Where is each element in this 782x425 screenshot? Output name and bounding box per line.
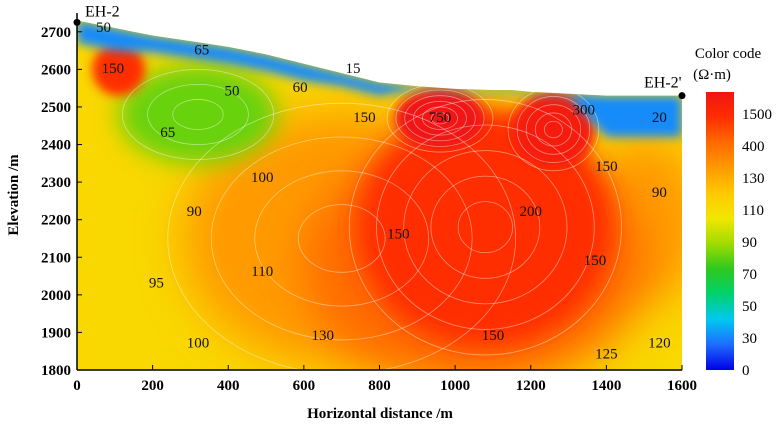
- contour-label: 150: [584, 253, 607, 269]
- contour-line: [543, 120, 563, 139]
- contour-line: [121, 68, 275, 160]
- y-tick-label: 2000: [41, 288, 71, 304]
- zone-upper-central-resistor: [394, 88, 486, 149]
- colorbar-tick-label: 1500: [742, 107, 772, 123]
- contour-line: [172, 99, 224, 130]
- y-tick-label: 1800: [41, 363, 71, 379]
- y-tick-label: 2600: [41, 62, 71, 78]
- station-marker: [73, 18, 81, 26]
- y-tick-label: 2500: [41, 100, 71, 116]
- x-tick-label: 200: [141, 378, 164, 394]
- contour-label: 120: [648, 335, 671, 351]
- contour-line: [525, 104, 582, 155]
- zone-central-resistive-body: [356, 106, 614, 348]
- x-tick-label: 0: [73, 378, 81, 394]
- contour-line: [297, 204, 386, 273]
- zone-near-surface-conductive-layer: [77, 20, 682, 138]
- colorbar-tick-label: 90: [742, 235, 757, 251]
- colorbar-title: Color code: [695, 46, 762, 62]
- contour-line: [404, 95, 476, 142]
- contour-line: [376, 124, 595, 330]
- x-tick-label: 1000: [440, 378, 470, 394]
- zone-west-anomaly: [118, 65, 278, 164]
- contour-label: 65: [194, 42, 209, 58]
- x-tick-label: 1400: [591, 378, 621, 394]
- y-tick-label: 2200: [41, 213, 71, 229]
- contour-label: 150: [387, 226, 410, 242]
- contour-label: 150: [102, 61, 125, 77]
- contour-label: 110: [251, 264, 273, 280]
- x-tick-label: 800: [368, 378, 391, 394]
- colorbar-tick-label: 130: [742, 171, 765, 187]
- contour-label: 130: [312, 328, 335, 344]
- colorbar-unit: (Ω·m): [693, 67, 731, 83]
- contour-line: [403, 150, 568, 305]
- contour-line: [348, 99, 622, 356]
- contour-label: 90: [652, 185, 667, 201]
- y-tick-label: 2400: [41, 138, 71, 154]
- x-tick-label: 400: [217, 378, 240, 394]
- contour-line: [457, 201, 513, 254]
- contour-label: 100: [187, 335, 210, 351]
- contour-label: 15: [346, 61, 361, 77]
- y-tick-label: 1900: [41, 325, 71, 341]
- contour-label: 150: [353, 110, 376, 126]
- contour-line: [167, 102, 517, 371]
- contour-line: [516, 96, 591, 163]
- y-tick-label: 2700: [41, 25, 71, 41]
- contour-line: [430, 175, 541, 279]
- zone-west-shallow-resistor: [92, 43, 146, 96]
- colorbar-tick-label: 70: [742, 267, 757, 283]
- y-tick-label: 2300: [41, 175, 71, 191]
- y-tick-label: 2100: [41, 250, 71, 266]
- contour-label: 300: [572, 102, 595, 118]
- station-marker: [678, 92, 686, 100]
- colorbar-tick-label: 110: [742, 203, 764, 219]
- contour-line: [395, 89, 485, 147]
- contour-label: 60: [293, 80, 308, 96]
- contour-line: [430, 112, 450, 125]
- contour-label: 200: [520, 204, 543, 220]
- x-tick-label: 1200: [516, 378, 546, 394]
- axes: 0 200 400 600 800 1000 1200 1400 1600 1800 1900 200…: [41, 3, 697, 394]
- contour-label: 50: [96, 20, 111, 36]
- contour-label: 65: [160, 125, 175, 141]
- contour-label: 150: [595, 159, 618, 175]
- contour-label: 100: [251, 170, 274, 186]
- zone-upper-east-resistor: [511, 91, 596, 168]
- contour-line: [534, 112, 572, 147]
- colorbar-gradient: [706, 92, 734, 370]
- x-axis-label: Horizontal distance /m: [307, 406, 453, 422]
- contour-label: 750: [429, 110, 452, 126]
- colorbar: Color code (Ω·m) 0 30 50 70 90 110 130 400 1500: [693, 46, 772, 379]
- station-label: EH-2': [644, 75, 682, 92]
- colorbar-tick-label: 0: [742, 363, 750, 379]
- contour-label: 90: [187, 204, 202, 220]
- contour-line: [254, 170, 430, 307]
- contour-label: 95: [149, 275, 164, 291]
- contour-label: 125: [595, 347, 618, 363]
- y-axis-label: Elevation /m: [6, 154, 22, 236]
- contour-line: [413, 100, 467, 136]
- station-label: EH-2: [85, 3, 120, 20]
- contour-label: 50: [225, 84, 240, 100]
- contour-line: [421, 106, 459, 130]
- x-tick-label: 1600: [667, 378, 697, 394]
- contour-lines: [121, 68, 622, 371]
- colorbar-tick-label: 50: [742, 299, 757, 315]
- contour-line: [210, 136, 473, 341]
- contour-line: [147, 84, 249, 145]
- contour-label: 20: [652, 110, 667, 126]
- x-tick-label: 600: [293, 378, 316, 394]
- contour-label: 150: [482, 328, 505, 344]
- colorbar-tick-label: 400: [742, 139, 765, 155]
- colorbar-tick-label: 30: [742, 331, 757, 347]
- contour-labels: 50 150 65 50 65 15 60 150 750 300 20 150 90 100 90 200 1…: [96, 20, 671, 363]
